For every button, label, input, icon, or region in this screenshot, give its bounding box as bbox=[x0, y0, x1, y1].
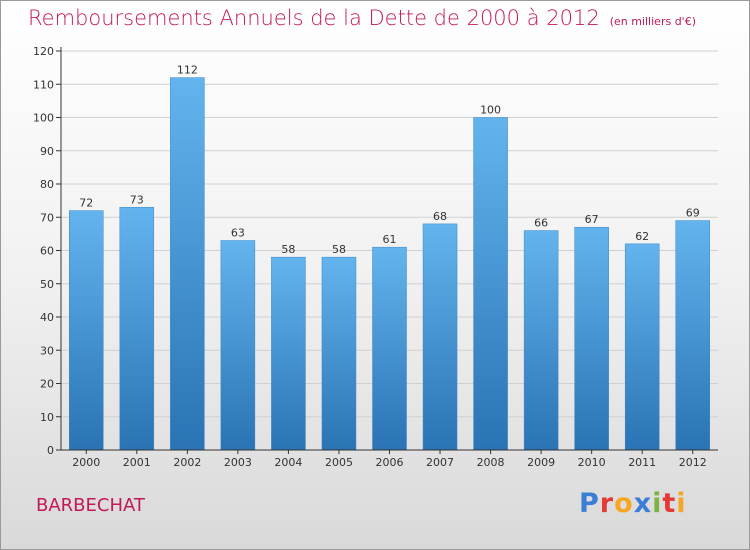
logo-letter: r bbox=[599, 488, 615, 519]
logo-letter: o bbox=[614, 488, 634, 519]
data-label: 100 bbox=[480, 104, 501, 117]
data-label: 58 bbox=[332, 243, 346, 256]
x-tick-label: 2007 bbox=[426, 456, 454, 469]
logo-letter: i bbox=[676, 488, 687, 519]
x-tick-label: 2009 bbox=[527, 456, 555, 469]
logo-letter: x bbox=[633, 488, 653, 519]
axes bbox=[56, 47, 718, 454]
x-tick-label: 2000 bbox=[72, 456, 100, 469]
logo-letter: P bbox=[579, 488, 600, 519]
y-tick-label: 80 bbox=[40, 178, 54, 191]
y-tick-label: 100 bbox=[33, 112, 54, 125]
x-tick-label: 2008 bbox=[477, 456, 505, 469]
y-tick-label: 50 bbox=[40, 278, 54, 291]
data-label: 68 bbox=[433, 210, 447, 223]
chart-subtitle: (en milliers d'€) bbox=[609, 15, 696, 28]
y-tick-label: 30 bbox=[40, 344, 54, 357]
bar bbox=[675, 220, 710, 451]
x-tick-label: 2004 bbox=[274, 456, 302, 469]
bar bbox=[624, 243, 660, 451]
bar bbox=[523, 230, 559, 451]
data-label: 66 bbox=[534, 217, 548, 230]
logo-letter: t bbox=[662, 488, 677, 519]
logo-letter: i bbox=[652, 488, 663, 519]
data-labels: 72 73 112 63 58 58 61 68 100 66 67 62 69 bbox=[79, 64, 699, 257]
data-label: 63 bbox=[231, 227, 245, 240]
data-label: 69 bbox=[686, 207, 700, 220]
commune-name: BARBECHAT bbox=[36, 495, 145, 516]
tick-labels: 0 10 20 30 40 50 60 70 80 90 100 110 120 2000 2001 2002… bbox=[33, 45, 707, 469]
y-tick-label: 70 bbox=[40, 211, 54, 224]
y-tick-label: 40 bbox=[40, 311, 54, 324]
bar bbox=[119, 207, 155, 451]
bars bbox=[69, 77, 710, 451]
x-tick-label: 2012 bbox=[679, 456, 707, 469]
x-tick-label: 2011 bbox=[628, 456, 656, 469]
chart-title: Remboursements Annuels de la Dette de 20… bbox=[28, 6, 600, 30]
x-tick-label: 2002 bbox=[173, 456, 201, 469]
y-tick-label: 90 bbox=[40, 145, 54, 158]
bar bbox=[220, 240, 256, 451]
y-tick-label: 120 bbox=[33, 45, 54, 58]
bar bbox=[170, 77, 205, 451]
x-tick-label: 2010 bbox=[578, 456, 606, 469]
bar bbox=[321, 256, 357, 451]
y-tick-label: 110 bbox=[33, 78, 54, 91]
data-label: 58 bbox=[281, 243, 295, 256]
x-tick-label: 2005 bbox=[325, 456, 353, 469]
bar bbox=[473, 117, 508, 451]
data-label: 61 bbox=[383, 233, 397, 246]
bar bbox=[271, 256, 306, 451]
y-tick-label: 60 bbox=[40, 245, 54, 258]
data-label: 73 bbox=[130, 193, 144, 206]
bar bbox=[372, 246, 407, 451]
bar bbox=[574, 226, 609, 451]
y-tick-label: 10 bbox=[40, 411, 54, 424]
bar bbox=[69, 210, 104, 451]
x-tick-label: 2001 bbox=[123, 456, 151, 469]
chart-title-block: Remboursements Annuels de la Dette de 20… bbox=[28, 6, 696, 30]
y-tick-label: 0 bbox=[47, 444, 54, 457]
proxiti-logo: Proxiti bbox=[579, 488, 687, 519]
data-label: 112 bbox=[177, 64, 198, 77]
data-label: 67 bbox=[585, 213, 599, 226]
y-tick-label: 20 bbox=[40, 378, 54, 391]
x-tick-label: 2003 bbox=[224, 456, 252, 469]
bar bbox=[422, 223, 458, 451]
data-label: 62 bbox=[635, 230, 649, 243]
data-label: 72 bbox=[79, 197, 93, 210]
x-tick-label: 2006 bbox=[376, 456, 404, 469]
